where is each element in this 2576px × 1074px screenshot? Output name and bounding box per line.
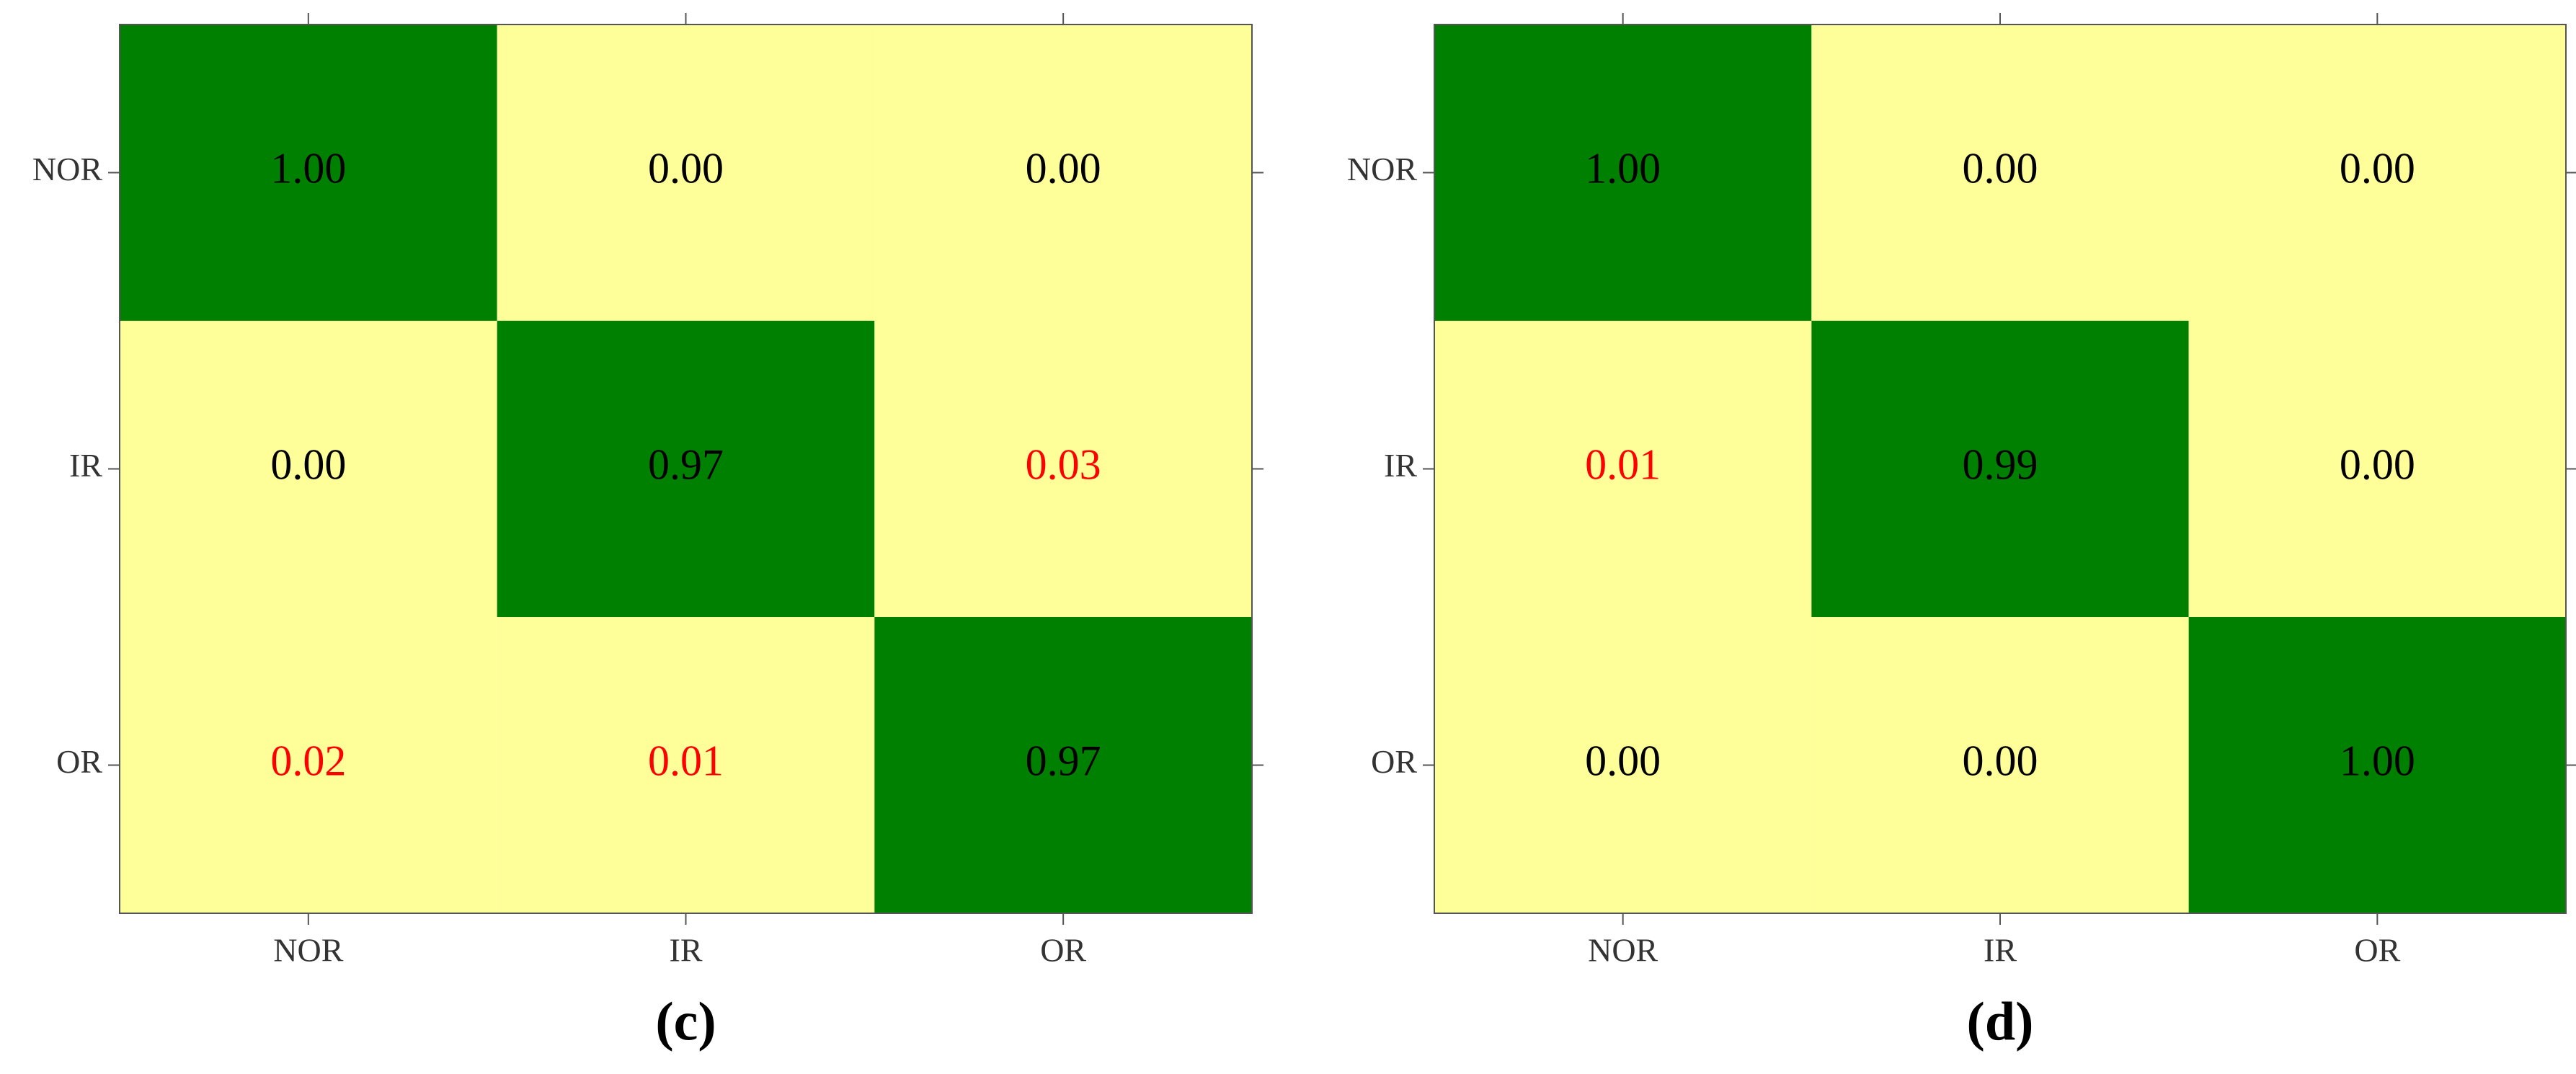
y-tick-label: OR <box>1371 743 1417 780</box>
cell-label: 0.99 <box>1963 440 2038 488</box>
heatmap-cell <box>497 25 875 321</box>
cell-label: 0.00 <box>1026 144 1101 192</box>
panel-caption: (d) <box>1967 991 2034 1052</box>
cell-label: 0.00 <box>2340 144 2415 192</box>
x-tick-label: OR <box>1040 932 1086 969</box>
y-tick-label: NOR <box>1347 151 1417 187</box>
cell-label: 0.97 <box>648 440 724 488</box>
y-tick-label: NOR <box>32 151 102 187</box>
heatmap-cell <box>120 25 497 321</box>
heatmap-cell <box>2188 617 2566 913</box>
heatmap-cell <box>874 617 1252 913</box>
cell-label: 0.97 <box>1026 737 1101 784</box>
heatmap-cell <box>1811 617 2189 913</box>
heatmap-cell <box>120 617 497 913</box>
y-tick-label: IR <box>1384 447 1417 484</box>
heatmap-cell <box>120 321 497 617</box>
x-tick-label: IR <box>670 932 703 969</box>
heatmap-cell <box>1811 25 2189 321</box>
x-tick-label: IR <box>1984 932 2017 969</box>
heatmap-cell <box>497 617 875 913</box>
y-tick-label: IR <box>69 447 102 484</box>
cell-label: 0.02 <box>270 737 346 784</box>
x-tick-label: NOR <box>273 932 343 969</box>
cell-label: 0.00 <box>1963 144 2038 192</box>
cell-label: 0.00 <box>1963 737 2038 784</box>
heatmap-cell <box>1434 617 1812 913</box>
cell-label: 0.00 <box>270 440 346 488</box>
cell-label: 0.03 <box>1026 440 1101 488</box>
cell-label: 0.00 <box>1585 737 1661 784</box>
heatmap-cell <box>874 25 1252 321</box>
cell-label: 0.00 <box>648 144 724 192</box>
cell-label: 1.00 <box>1585 144 1661 192</box>
heatmap-cell <box>2188 25 2566 321</box>
x-tick-label: OR <box>2354 932 2400 969</box>
heatmap-cell <box>497 321 875 617</box>
heatmap-cell <box>1434 25 1812 321</box>
y-tick-label: OR <box>56 743 102 780</box>
heatmap-cell <box>874 321 1252 617</box>
panel-caption: (c) <box>655 991 716 1052</box>
cell-label: 1.00 <box>2340 737 2415 784</box>
heatmap-cell <box>1811 321 2189 617</box>
cell-label: 0.01 <box>1585 440 1661 488</box>
cell-label: 0.00 <box>2340 440 2415 488</box>
cell-label: 1.00 <box>270 144 346 192</box>
heatmap-cell <box>2188 321 2566 617</box>
x-tick-label: NOR <box>1588 932 1658 969</box>
heatmap-cell <box>1434 321 1812 617</box>
cell-label: 0.01 <box>648 737 724 784</box>
